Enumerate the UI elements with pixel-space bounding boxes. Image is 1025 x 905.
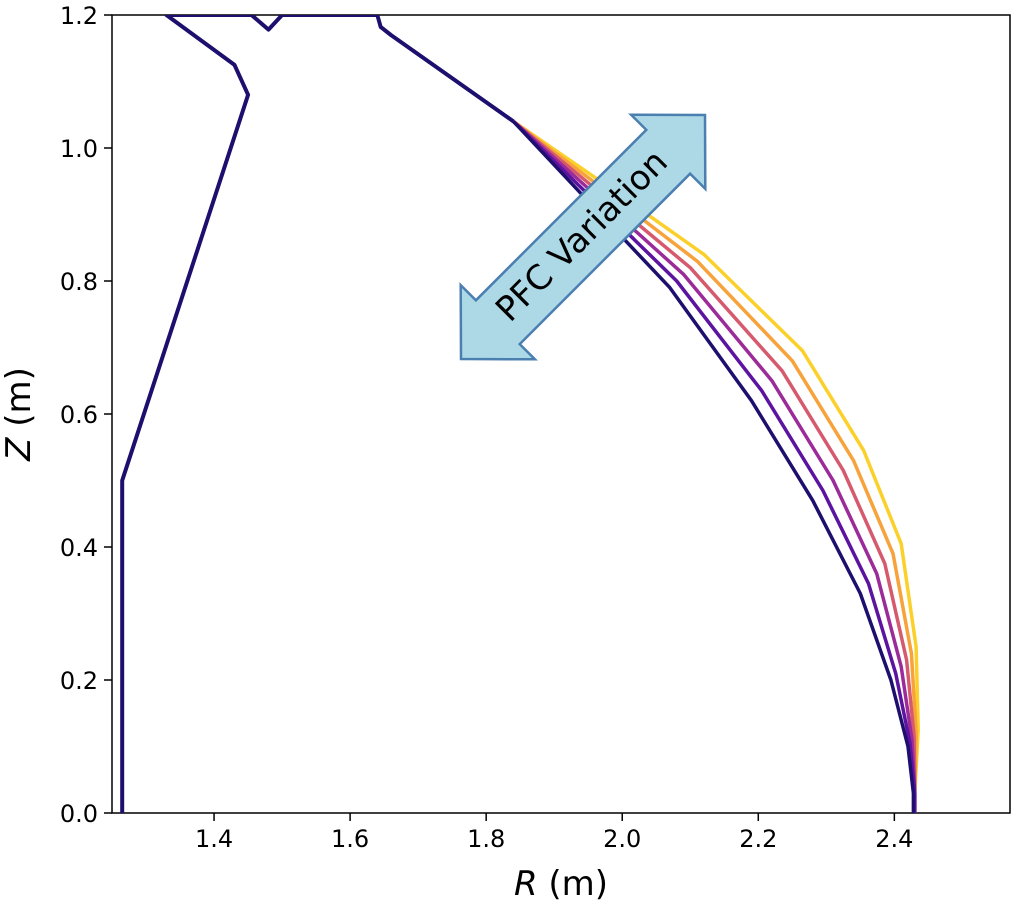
y-tick-label: 0.8 <box>60 268 98 296</box>
x-tick-label: 2.0 <box>603 825 641 853</box>
y-tick-label: 0.6 <box>60 401 98 429</box>
x-tick-label: 1.6 <box>331 825 369 853</box>
series-layer <box>512 119 920 813</box>
y-axis-ticks: 0.0 0.2 0.4 0.6 0.8 1.0 1.2 <box>60 2 112 828</box>
x-tick-label: 2.4 <box>875 825 913 853</box>
plot-frame <box>111 14 1011 814</box>
y-axis-variable: Z <box>0 437 39 462</box>
series-line-1 <box>512 120 916 813</box>
x-tick-label: 2.2 <box>739 825 777 853</box>
y-axis-label: Z (m) <box>0 367 39 462</box>
plot-area: PFC Variation <box>111 14 1011 814</box>
x-axis-ticks: 1.4 1.6 1.8 2.0 2.2 2.4 <box>195 813 913 853</box>
series-line-2 <box>512 120 917 813</box>
y-tick-label: 1.2 <box>60 2 98 30</box>
y-tick-label: 0.4 <box>60 534 98 562</box>
y-tick-label: 0.0 <box>60 800 98 828</box>
x-tick-label: 1.4 <box>195 825 233 853</box>
y-tick-label: 1.0 <box>60 135 98 163</box>
double-arrow-shape <box>459 113 707 361</box>
x-axis-unit: (m) <box>538 864 608 904</box>
y-tick-label: 0.2 <box>60 667 98 695</box>
y-axis-unit: (m) <box>0 367 39 437</box>
wall-outline <box>120 15 515 813</box>
x-tick-label: 1.8 <box>467 825 505 853</box>
x-axis-variable: R <box>514 864 538 904</box>
x-axis-label: R (m) <box>514 864 608 904</box>
